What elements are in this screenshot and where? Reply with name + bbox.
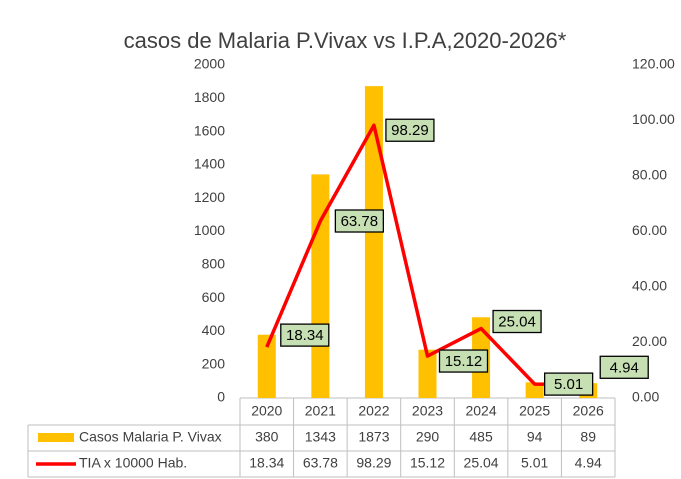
y2-tick-label: 80.00 — [632, 167, 667, 183]
legend-label: TIA x 10000 Hab. — [79, 455, 187, 471]
data-label-box — [599, 355, 649, 379]
x-tick-label: 2021 — [305, 403, 336, 419]
table-cell: 63.78 — [303, 455, 338, 471]
x-tick-label: 2022 — [358, 403, 389, 419]
x-tick-label: 2026 — [573, 403, 604, 419]
table-cell: 15.12 — [410, 455, 445, 471]
y2-tick-label: 120.00 — [632, 56, 675, 72]
data-label-box — [543, 372, 594, 396]
data-label: 5.01 — [554, 376, 583, 393]
table-cell: 290 — [416, 429, 440, 445]
x-tick-label: 2020 — [251, 403, 282, 419]
y-tick-label: 1400 — [194, 156, 225, 172]
table-cell: 5.01 — [521, 455, 548, 471]
y-tick-label: 1800 — [194, 89, 225, 105]
y2-tick-label: 100.00 — [632, 111, 675, 127]
data-label: 18.34 — [286, 327, 324, 344]
data-label-box — [334, 209, 385, 233]
table-cell: 89 — [580, 429, 596, 445]
y-tick-label: 200 — [202, 355, 226, 371]
y2-tick-label: 20.00 — [632, 333, 667, 349]
table-cell: 25.04 — [464, 455, 499, 471]
bar — [257, 334, 276, 398]
chart-title: casos de Malaria P.Vivax vs I.P.A,2020-2… — [124, 28, 567, 53]
table-cell: 18.34 — [249, 455, 284, 471]
y-tick-label: 1000 — [194, 222, 225, 238]
data-label-box — [385, 118, 435, 142]
legend-key — [38, 433, 74, 442]
table-cell: 94 — [527, 429, 543, 445]
data-label: 4.94 — [610, 359, 639, 376]
table-cell: 485 — [469, 429, 493, 445]
bar — [418, 349, 437, 398]
y-tick-label: 1200 — [194, 189, 225, 205]
y-tick-label: 0 — [217, 389, 225, 405]
bar — [525, 382, 544, 398]
y-tick-label: 400 — [202, 322, 226, 338]
bar — [364, 86, 383, 398]
data-label: 25.04 — [498, 313, 536, 330]
data-label-box — [280, 323, 330, 347]
table-cell: 98.29 — [356, 455, 391, 471]
y-tick-label: 800 — [202, 256, 226, 272]
legend-label: Casos Malaria P. Vivax — [79, 429, 222, 445]
y-tick-label: 600 — [202, 289, 226, 305]
line — [265, 123, 589, 387]
x-tick-label: 2023 — [412, 403, 443, 419]
y-tick-label: 1600 — [194, 122, 225, 138]
data-label-box — [492, 309, 542, 334]
data-label: 98.29 — [391, 122, 429, 139]
data-label-box — [438, 349, 489, 373]
table-cell: 380 — [255, 429, 279, 445]
table-cell: 1873 — [358, 429, 389, 445]
y2-tick-label: 60.00 — [632, 222, 667, 238]
y-tick-label: 2000 — [194, 56, 225, 72]
x-tick-label: 2024 — [465, 403, 496, 419]
table-cell: 1343 — [305, 429, 336, 445]
data-label: 15.12 — [445, 353, 483, 370]
table-cell: 4.94 — [575, 455, 602, 471]
y2-tick-label: 40.00 — [632, 278, 667, 294]
y2-tick-label: 0.00 — [632, 389, 659, 405]
x-tick-label: 2025 — [519, 403, 550, 419]
data-label: 63.78 — [341, 213, 379, 230]
